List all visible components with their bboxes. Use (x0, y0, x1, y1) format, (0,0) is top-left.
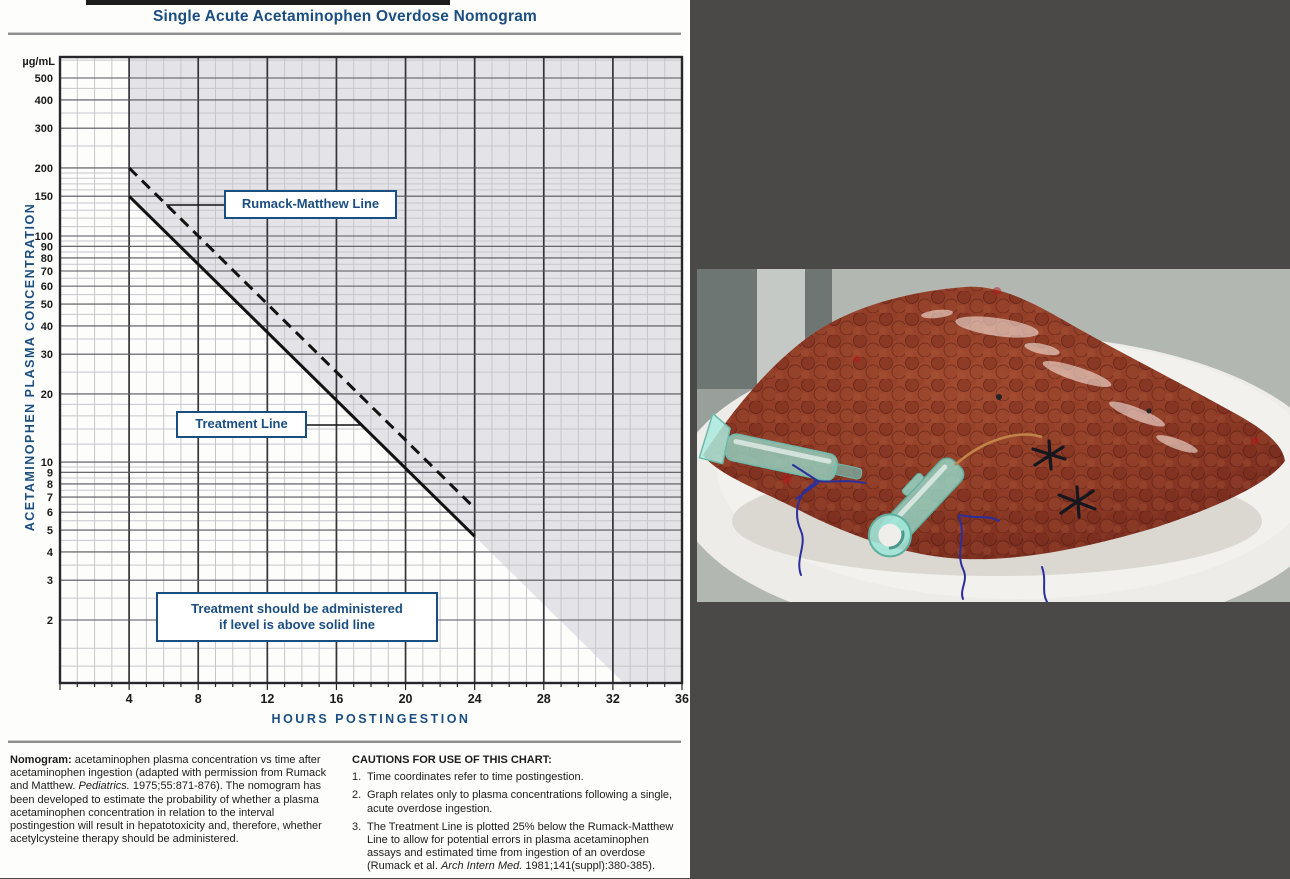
y-tick-label: 100 (35, 231, 53, 243)
y-tick-label: 50 (41, 299, 53, 311)
specimen-photo-canvas (675, 269, 1290, 639)
y-tick-label: 500 (35, 73, 53, 85)
y-tick-label: 2 (47, 615, 53, 627)
plot-border (58, 55, 684, 685)
y-tick-label: 5 (47, 525, 53, 537)
footnote-lead: Nomogram: (10, 754, 72, 766)
x-tick-label: 32 (606, 692, 620, 706)
x-tick-label: 28 (537, 692, 551, 706)
treatment-line-label: Treatment Line (176, 411, 307, 438)
y-tick-label: 90 (41, 241, 53, 253)
cautions-section: CAUTIONS FOR USE OF THIS CHART: 1. Time … (352, 754, 686, 879)
x-tick-label: 16 (329, 692, 343, 706)
y-tick-label: 300 (35, 123, 53, 135)
cautions-heading: CAUTIONS FOR USE OF THIS CHART: (352, 754, 552, 766)
y-tick-label: 200 (35, 163, 53, 175)
y-tick-label: 9 (47, 467, 53, 479)
y-tick-label: 150 (35, 191, 53, 203)
suture-threads (792, 464, 1048, 603)
treatment-instruction-line1: Treatment should be administered (191, 600, 403, 616)
y-tick-label: 400 (35, 95, 53, 107)
treatment-line (128, 195, 476, 538)
treatment-instruction-box: Treatment should be administered if leve… (156, 592, 438, 642)
x-tick-label: 8 (195, 692, 202, 706)
x-tick-label: 36 (675, 692, 689, 706)
y-tick-label: 10 (41, 457, 53, 469)
catheter-hub-center (867, 457, 965, 558)
y-tick-label: 8 (47, 479, 53, 491)
y-tick-label: 7 (47, 492, 53, 504)
journal-citation: Arch Intern Med. (440, 860, 523, 873)
x-tick-label: 4 (126, 692, 133, 706)
y-tick-label: 70 (41, 266, 53, 278)
specimen-photo (675, 269, 1290, 639)
y-tick-label: 6 (47, 507, 53, 519)
nomogram-footnote: Nomogram: acetaminophen plasma concentra… (10, 754, 327, 846)
caution-item-2: 2. Graph relates only to plasma concentr… (352, 789, 673, 815)
caution-item-3: 3. The Treatment Line is plotted 25% bel… (352, 820, 674, 873)
suture-speck (1146, 408, 1152, 414)
organ-red-accents (782, 287, 1259, 484)
footnote-divider-rule (8, 740, 681, 743)
rumack-matthew-line (128, 166, 476, 510)
x-tick-label: 24 (468, 692, 482, 706)
cropped-header-bar (86, 0, 450, 5)
organ-nodular-texture (703, 286, 1285, 560)
y-tick-label: 80 (41, 253, 53, 265)
caution-item-1: 1. Time coordinates refer to time postin… (352, 771, 584, 784)
title-divider-rule (8, 32, 681, 35)
y-tick-label: 40 (41, 321, 53, 333)
y-tick-label: 30 (41, 349, 53, 361)
x-axis-title: HOURS POSTINGESTION (271, 712, 471, 726)
y-axis-title: ACETAMINOPHEN PLASMA CONCENTRATION (23, 202, 37, 532)
suture-speck (996, 394, 1002, 400)
nomogram-page: Single Acute Acetaminophen Overdose Nomo… (0, 0, 690, 878)
y-tick-label: 60 (41, 281, 53, 293)
page-title: Single Acute Acetaminophen Overdose Nomo… (152, 8, 538, 25)
rumack-matthew-line-label: Rumack-Matthew Line (224, 190, 397, 219)
x-tick-label: 12 (260, 692, 274, 706)
y-tick-label: 3 (47, 575, 53, 587)
catheter-hub-left (698, 412, 863, 482)
catheter-tubing (954, 433, 1043, 466)
journal-citation: Pediatrics. (78, 780, 130, 793)
y-unit-label: µg/mL (22, 56, 55, 68)
suture-knots (1031, 439, 1097, 519)
organ-gloss-highlights (921, 309, 1198, 453)
y-tick-label: 4 (47, 547, 54, 559)
y-tick-label: 20 (41, 389, 53, 401)
treatment-instruction-line2: if level is above solid line (218, 617, 376, 632)
x-tick-label: 20 (399, 692, 413, 706)
